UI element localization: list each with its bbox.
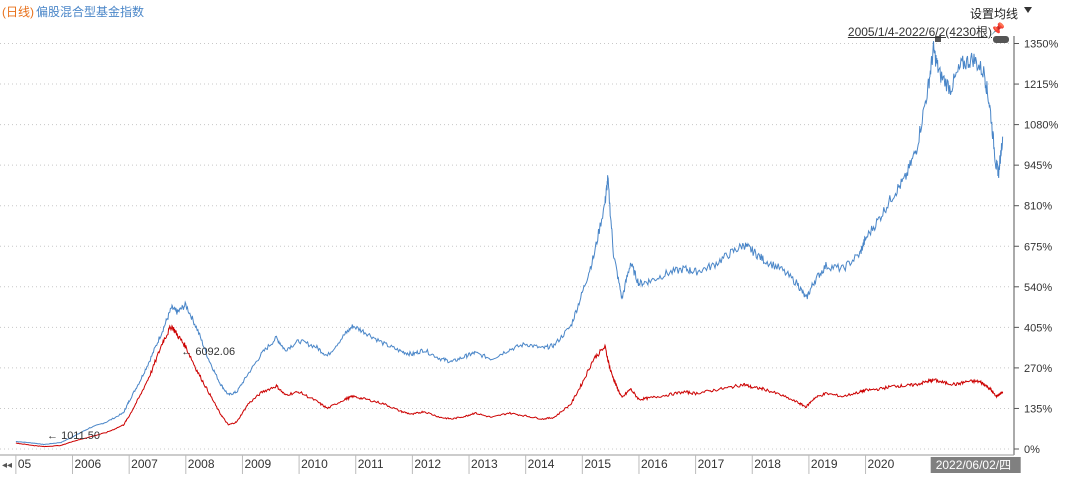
dropdown-arrow-icon[interactable] (1024, 7, 1032, 13)
annotation-layer: ← 6092.06 ← 1011.50 (47, 36, 1009, 442)
ma-setting-button[interactable]: 设置均线 (969, 7, 1018, 21)
y-tick-label: 810% (1024, 201, 1052, 213)
x-tick-label: 2008 (188, 457, 215, 471)
cursor-date-label: 2022/06/02/四 (936, 458, 1011, 472)
pin-icon[interactable]: 📌 (990, 22, 1005, 36)
y-tick-label: 135% (1024, 403, 1052, 415)
red-series-line (15, 324, 1004, 448)
legend: (日线) 偏股混合型基金指数 (2, 3, 144, 20)
period-label: (日线) (2, 5, 34, 19)
x-tick-label: 2020 (868, 457, 895, 471)
x-tick-label: 2019 (811, 457, 838, 471)
x-tick-label: 2017 (698, 457, 725, 471)
x-tick-label: 05 (18, 457, 32, 471)
peak-annotation: ← 6092.06 (181, 346, 235, 358)
y-tick-label: 540% (1024, 282, 1052, 294)
y-tick-label: 1080% (1024, 120, 1058, 132)
x-tick-label: 2007 (131, 457, 158, 471)
y-tick-label: 675% (1024, 241, 1052, 253)
y-tick-label: 1350% (1024, 39, 1058, 51)
x-tick-label: 2009 (244, 457, 271, 471)
y-tick-label: 270% (1024, 363, 1052, 375)
date-range-label[interactable]: 2005/1/4-2022/6/2(4230根) (847, 25, 992, 39)
fund-index-line (15, 41, 1004, 445)
y-tick-label: 945% (1024, 160, 1052, 172)
low-annotation: ← 1011.50 (47, 430, 100, 442)
grid-layer (0, 43, 1010, 450)
x-tick-label: 2014 (528, 457, 555, 471)
range-end-handle (993, 36, 1009, 43)
scroll-left-icon[interactable]: ◂◂ (2, 460, 12, 471)
x-tick-label: 2018 (754, 457, 781, 471)
x-tick-label: 2006 (75, 457, 102, 471)
y-tick-label: 1215% (1024, 79, 1058, 91)
y-tick-label: 0% (1024, 444, 1040, 456)
series-layer (15, 41, 1004, 448)
cursor-date-bg (930, 457, 1021, 473)
x-tick-label: 2013 (471, 457, 498, 471)
x-tick-label: 2012 (414, 457, 441, 471)
range-start-handle (935, 36, 941, 42)
axis-layer: 1350% 1215% 1080% 945% 810% 675% 540% 405% 270% 1… (0, 36, 1058, 474)
x-tick-label: 2015 (584, 457, 611, 471)
x-tick-label: 2010 (301, 457, 328, 471)
series-name-label: 偏股混合型基金指数 (36, 5, 145, 19)
y-tick-label: 405% (1024, 322, 1052, 334)
x-tick-label: 2016 (641, 457, 668, 471)
x-tick-label: 2011 (358, 457, 384, 471)
